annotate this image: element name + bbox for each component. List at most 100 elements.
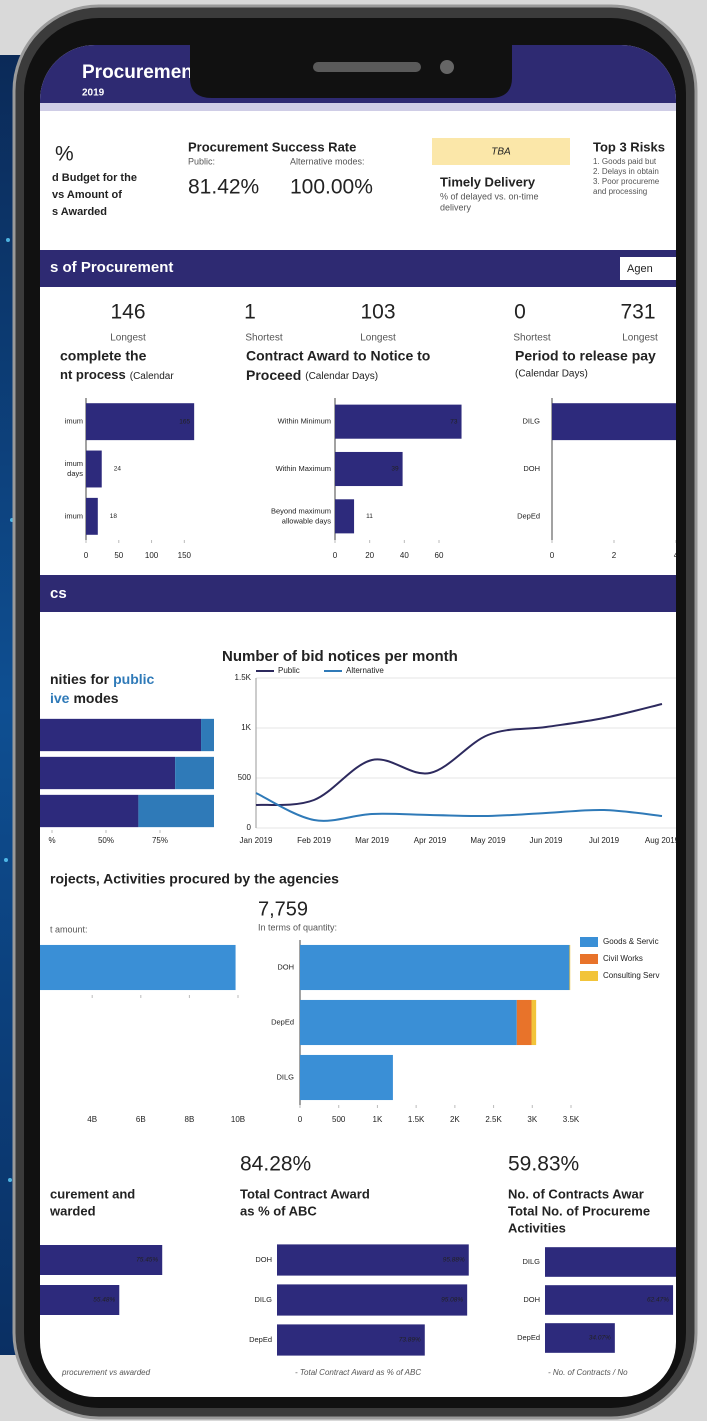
bar-chart: 0 500 1K 1.5K 2K 2.5K 3K 3.5K DOH DepEd DILG Goods …	[271, 937, 659, 1124]
category-label: DILG	[522, 1257, 540, 1266]
panel-title-line: Proceed (Calendar Days)	[246, 367, 378, 383]
stat-label: Shortest	[245, 333, 282, 344]
footnote: procurement vs awarded	[61, 1368, 151, 1377]
x-tick-label: 1K	[373, 1115, 383, 1124]
x-tick-label: Aug 2019	[645, 836, 680, 845]
x-tick-label: 50	[114, 551, 123, 560]
category-label: DepEd	[271, 1017, 294, 1026]
legend-label: Consulting Serv	[603, 971, 659, 980]
stat-label: Shortest	[513, 333, 550, 344]
kpi-sublabel: Public:	[188, 156, 215, 166]
bar	[335, 451, 403, 487]
kpi-label: vs Amount of	[52, 189, 122, 201]
agency-button[interactable]	[620, 257, 682, 280]
bar-segment	[516, 999, 532, 1046]
panel-title: warded	[49, 1203, 96, 1218]
category-label: allowable days	[282, 516, 331, 525]
x-tick-label: Feb 2019	[297, 836, 331, 845]
category-label: DepEd	[249, 1335, 272, 1344]
bar-segment	[569, 944, 571, 991]
bar-segment	[138, 794, 214, 828]
y-tick-label: 1K	[241, 723, 251, 732]
category-label: DILG	[522, 417, 540, 426]
bar	[335, 499, 355, 534]
x-tick-label: May 2019	[470, 836, 506, 845]
kpi-value: 100.00%	[290, 176, 373, 199]
bar	[86, 497, 98, 535]
panel-title: Proceed	[246, 367, 301, 383]
category-label: imum	[65, 511, 83, 520]
x-tick-label: 0	[333, 551, 338, 560]
x-tick-label: Apr 2019	[414, 836, 447, 845]
x-tick-label: 1.5K	[408, 1115, 425, 1124]
bar-chart: 75.45% 55.48%	[40, 1245, 163, 1315]
bar	[277, 1244, 469, 1276]
legend-label: Alternative	[346, 666, 384, 675]
x-tick-label: 50%	[98, 836, 114, 845]
x-tick-label: 6B	[136, 1115, 146, 1124]
kpi-note: % of delayed vs. on-time	[440, 191, 539, 201]
value-label: 95.88%	[443, 1257, 465, 1264]
value-label: 62.47%	[647, 1297, 669, 1304]
panel-title: Total Contract Award	[240, 1186, 370, 1201]
category-label: DOH	[255, 1255, 272, 1264]
kpi-title: Procurement Success Rate	[188, 139, 356, 154]
footnote: - Total Contract Award as % of ABC	[295, 1368, 421, 1377]
risk-line: and processing	[593, 187, 647, 196]
x-tick-label: 4B	[87, 1115, 97, 1124]
stat-value: 146	[110, 301, 145, 324]
bar-segment	[300, 1054, 393, 1101]
panel-subtitle: (Calendar Days)	[515, 369, 588, 380]
legend-label: Civil Works	[603, 954, 643, 963]
panel-title: curement and	[50, 1186, 135, 1201]
stat-value: 731	[620, 301, 655, 324]
series-line	[255, 792, 663, 822]
bar-segment	[300, 999, 517, 1046]
value-label: 34.07%	[589, 1335, 611, 1342]
bar-chart: 0 20 40 60 Within Minimum 73 Within Maximum 39 B…	[271, 398, 462, 560]
stat-label: Longest	[360, 333, 396, 344]
stat-value: 103	[360, 301, 395, 324]
total-value: 7,759	[258, 898, 308, 920]
bar-segment	[201, 718, 214, 752]
panel-title-line: nt process (Calendar	[60, 367, 174, 382]
bar-segment	[40, 756, 176, 790]
value-label: 95.08%	[441, 1297, 463, 1304]
panel-subtitle: (Calendar Days)	[305, 371, 378, 382]
value-label: 55.48%	[93, 1297, 115, 1304]
kpi-label: d Budget for the	[52, 172, 137, 184]
chart-label: In terms of quantity:	[258, 922, 337, 932]
section-bar	[40, 575, 676, 612]
panel-title-line: ive modes	[50, 690, 119, 706]
x-tick-label: 4	[674, 551, 679, 560]
bar-segment	[40, 794, 139, 828]
x-tick-label: 0	[298, 1115, 303, 1124]
value-label: 73.89%	[399, 1337, 421, 1344]
kpi-title: Top 3 Risks	[593, 139, 665, 154]
bar-chart: % 50% 75%	[40, 718, 214, 845]
kpi-value: 81.42%	[188, 176, 259, 199]
x-tick-label: Mar 2019	[355, 836, 389, 845]
x-tick-label: 100	[145, 551, 159, 560]
panel-title: as % of ABC	[240, 1203, 317, 1218]
bar	[40, 1245, 163, 1275]
panel-title: nt process	[60, 367, 126, 382]
phone-speaker	[313, 62, 421, 72]
agency-button-label[interactable]: Agen	[627, 263, 653, 275]
x-tick-label: 3.5K	[563, 1115, 580, 1124]
chart-title: Number of bid notices per month	[222, 648, 458, 665]
category-label: DOH	[523, 464, 540, 473]
legend-swatch	[580, 954, 598, 964]
category-label: DOH	[277, 962, 294, 971]
stat-label: Longest	[622, 333, 658, 344]
legend-label: Public	[278, 666, 300, 675]
kpi-label: s Awarded	[52, 206, 107, 218]
y-tick-label: 500	[238, 773, 252, 782]
x-tick-label: 75%	[152, 836, 168, 845]
x-tick-label: 150	[178, 551, 192, 560]
x-tick-label: 20	[365, 551, 374, 560]
x-tick-label: 3K	[527, 1115, 537, 1124]
bar	[277, 1284, 468, 1316]
